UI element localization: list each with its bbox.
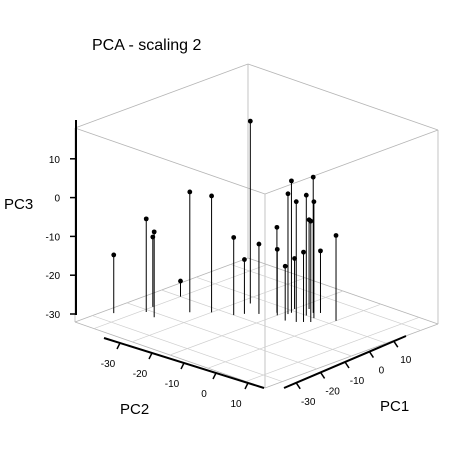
grid-line-y (131, 277, 306, 343)
z-tick-label: -20 (46, 271, 61, 282)
grid-line-y (169, 290, 344, 356)
data-point (143, 216, 149, 222)
z-tick-label: 10 (49, 155, 61, 166)
y-axis-label: PC2 (120, 401, 149, 418)
x-tick-label: -10 (350, 376, 365, 387)
data-point (242, 257, 247, 262)
y-tick (212, 372, 217, 380)
y-tick (116, 342, 121, 350)
data-point (311, 199, 317, 205)
data-point (209, 193, 214, 199)
x-tick (295, 382, 301, 390)
grid-line-y (245, 317, 420, 382)
chart-title: PCA - scaling 2 (92, 37, 201, 54)
data-point (178, 278, 183, 284)
box-edge (247, 63, 439, 131)
data-point (333, 233, 339, 238)
tick-marks (70, 158, 399, 390)
data-point (308, 218, 314, 224)
data-point (151, 229, 157, 235)
data-point (231, 235, 237, 240)
data-point (282, 263, 288, 269)
y-tick (180, 362, 185, 370)
x-tick (319, 371, 326, 379)
data-point (150, 234, 156, 240)
z-axis-label: PC3 (4, 196, 33, 213)
z-tick-label: -30 (46, 310, 61, 321)
y-tick-label: -30 (101, 359, 116, 370)
tick-labels: -30 -20 -10 0 10 -30 -20 -10 0 10 -30 -20 -10 0 10 (46, 155, 412, 410)
data-points (111, 118, 339, 284)
data-point (274, 224, 280, 230)
floor-grid (92, 264, 421, 382)
y-tick (148, 352, 153, 360)
x-tick-label: -30 (301, 397, 316, 408)
x-tick-label: 10 (400, 355, 412, 366)
data-point (301, 249, 306, 255)
y-tick-label: -10 (165, 379, 180, 390)
grid-line-y (207, 303, 382, 369)
box-edge (74, 127, 266, 195)
z-tick-label: -10 (46, 232, 61, 243)
data-point (274, 246, 280, 252)
data-point (293, 199, 299, 205)
x-tick (344, 361, 350, 369)
x-tick (393, 340, 399, 348)
data-point (310, 174, 316, 180)
data-point (256, 241, 262, 247)
data-point (289, 178, 294, 184)
box-edge (264, 129, 439, 195)
y-tick-label: 10 (230, 399, 242, 410)
data-point (285, 191, 291, 197)
data-point (187, 189, 193, 195)
bounding-box (74, 63, 439, 389)
x-tick-label: 0 (379, 366, 385, 377)
data-point (303, 192, 309, 198)
y-tick (244, 382, 249, 390)
data-point (247, 118, 253, 124)
z-tick-label: 0 (54, 194, 60, 205)
x-axis-label: PC1 (380, 398, 409, 415)
box-edge (74, 63, 249, 129)
drop-lines (113, 121, 337, 322)
y-tick-label: -20 (133, 369, 148, 380)
x-tick (368, 351, 375, 359)
y-tick-label: 0 (201, 389, 207, 400)
data-point (318, 248, 323, 254)
x-tick-label: -20 (325, 386, 340, 397)
data-point (111, 252, 117, 258)
data-point (292, 256, 297, 261)
